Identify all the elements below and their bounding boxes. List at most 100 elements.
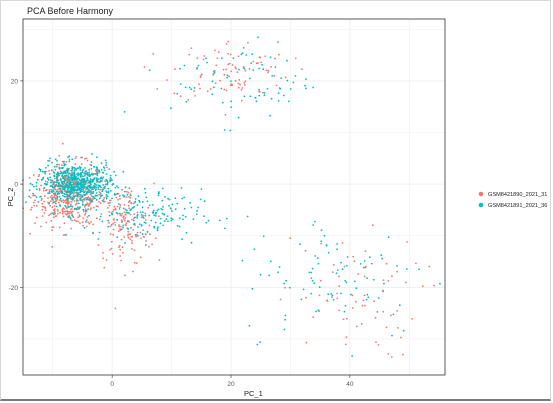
- data-point: [61, 181, 64, 184]
- data-point: [61, 182, 64, 185]
- data-point: [123, 111, 126, 113]
- data-point: [106, 195, 109, 198]
- data-point: [344, 304, 347, 307]
- x-axis-title: PC_1: [244, 389, 263, 398]
- data-point: [305, 78, 307, 80]
- data-point: [41, 215, 44, 218]
- data-point: [77, 211, 79, 214]
- data-point: [103, 266, 106, 269]
- data-point: [391, 334, 393, 337]
- data-point: [86, 178, 89, 181]
- data-point: [164, 196, 166, 198]
- data-point: [29, 196, 32, 199]
- data-point: [226, 76, 229, 79]
- data-point: [132, 270, 135, 273]
- data-point: [63, 180, 66, 183]
- data-point: [101, 220, 104, 223]
- data-point: [103, 200, 105, 203]
- data-point: [110, 223, 113, 226]
- data-point: [289, 237, 292, 240]
- data-point: [144, 244, 147, 246]
- data-point: [77, 182, 80, 185]
- data-point: [101, 180, 103, 183]
- data-point: [104, 180, 106, 183]
- data-point: [341, 242, 344, 244]
- y-tick-label: -20: [9, 285, 19, 292]
- data-point: [54, 168, 57, 171]
- data-point: [99, 202, 102, 205]
- data-point: [244, 80, 247, 83]
- data-point: [61, 160, 64, 163]
- data-point: [126, 193, 129, 196]
- data-point: [113, 221, 116, 224]
- data-point: [97, 238, 100, 240]
- data-point: [262, 235, 265, 238]
- y-tick-label: 0: [14, 182, 18, 189]
- data-point: [265, 69, 268, 72]
- data-point: [84, 181, 87, 184]
- data-point: [76, 189, 78, 192]
- data-point: [109, 180, 111, 183]
- data-point: [98, 231, 101, 234]
- data-point: [74, 157, 77, 160]
- data-point: [122, 194, 124, 197]
- data-point: [352, 255, 355, 258]
- data-point: [267, 69, 270, 72]
- data-point: [67, 198, 69, 200]
- data-point: [318, 294, 321, 297]
- data-point: [270, 97, 273, 100]
- data-point: [79, 195, 81, 198]
- data-point: [148, 245, 150, 248]
- data-point: [385, 262, 388, 265]
- data-point: [96, 168, 98, 171]
- data-point: [313, 282, 316, 285]
- data-point: [243, 67, 246, 70]
- data-point: [350, 293, 352, 296]
- data-point: [80, 171, 82, 174]
- data-point: [79, 173, 81, 176]
- data-point: [336, 243, 338, 245]
- data-point: [103, 197, 106, 199]
- data-point: [42, 205, 45, 208]
- data-point: [69, 193, 72, 195]
- data-point: [102, 176, 104, 179]
- data-point: [59, 178, 62, 181]
- data-point: [53, 177, 56, 180]
- data-point: [130, 227, 133, 229]
- data-point: [336, 292, 339, 295]
- data-point: [245, 54, 248, 56]
- data-point: [294, 75, 297, 77]
- data-point: [60, 184, 63, 187]
- data-point: [64, 163, 67, 166]
- data-point: [50, 219, 53, 222]
- data-point: [63, 222, 66, 225]
- data-point: [364, 250, 367, 253]
- data-point: [159, 222, 162, 225]
- data-point: [109, 233, 112, 236]
- data-point: [82, 217, 85, 220]
- data-point: [66, 203, 69, 206]
- data-point: [109, 174, 112, 177]
- data-point: [73, 207, 76, 210]
- data-point: [35, 196, 38, 199]
- data-point: [51, 169, 53, 172]
- data-point: [280, 77, 283, 80]
- data-point: [65, 207, 68, 210]
- data-point: [90, 161, 93, 163]
- data-point: [162, 224, 165, 227]
- data-point: [178, 217, 181, 220]
- data-point: [387, 280, 390, 282]
- data-point: [69, 205, 72, 208]
- data-point: [102, 252, 104, 254]
- data-point: [240, 53, 243, 56]
- data-point: [77, 216, 80, 219]
- data-point: [75, 155, 78, 158]
- data-point: [193, 90, 196, 92]
- data-point: [136, 231, 139, 234]
- data-point: [77, 177, 80, 180]
- data-point: [58, 163, 60, 166]
- data-point: [198, 83, 200, 86]
- data-point: [129, 193, 132, 196]
- data-point: [308, 271, 311, 274]
- data-point: [153, 182, 156, 185]
